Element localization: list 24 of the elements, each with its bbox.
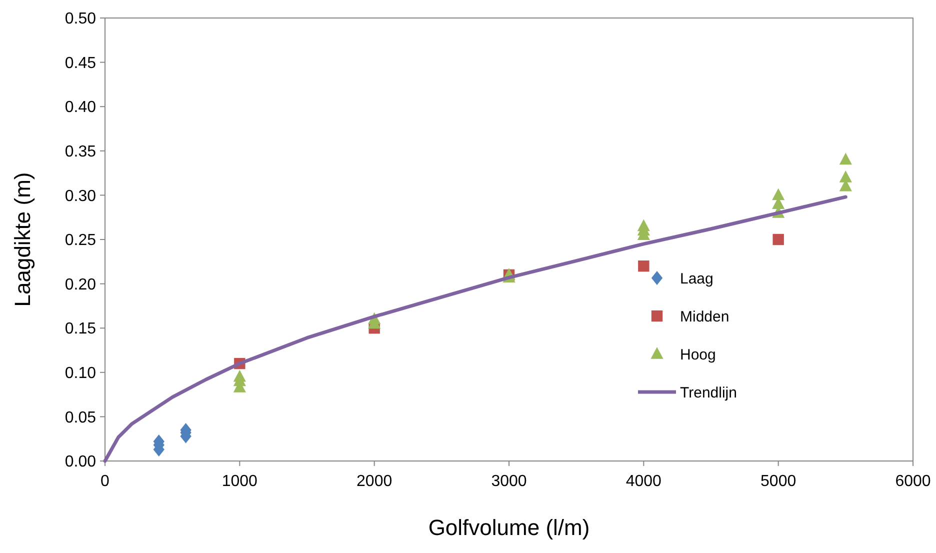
y-tick-label: 0.30 (64, 188, 96, 205)
y-tick-label: 0.25 (64, 232, 96, 250)
y-tick-label: 0.45 (64, 54, 96, 72)
y-tick-label: 0.20 (64, 276, 96, 294)
x-axis-title: Golfvolume (l/m) (428, 515, 590, 540)
y-tick-label: 0.05 (64, 409, 96, 426)
y-tick-label: 0.00 (64, 454, 96, 471)
x-tick-label: 6000 (895, 473, 931, 490)
legend-label: Trendlijn (680, 384, 737, 402)
y-tick-label: 0.15 (64, 320, 96, 338)
y-axis-title: Laagdikte (m) (10, 172, 35, 307)
x-tick-label: 3000 (491, 473, 527, 490)
y-tick-label: 0.40 (64, 99, 96, 116)
y-tick-label: 0.50 (64, 10, 96, 28)
y-tick-label: 0.10 (64, 365, 96, 382)
legend-label: Midden (680, 308, 730, 326)
legend-label: Hoog (680, 346, 716, 364)
y-tick-label: 0.35 (64, 144, 96, 160)
x-tick-label: 2000 (356, 473, 392, 490)
x-tick-label: 4000 (626, 473, 662, 490)
x-tick-label: 0 (100, 473, 110, 490)
x-tick-label: 5000 (760, 473, 796, 490)
x-tick-label: 1000 (222, 473, 258, 490)
legend-label: Laag (680, 270, 714, 288)
